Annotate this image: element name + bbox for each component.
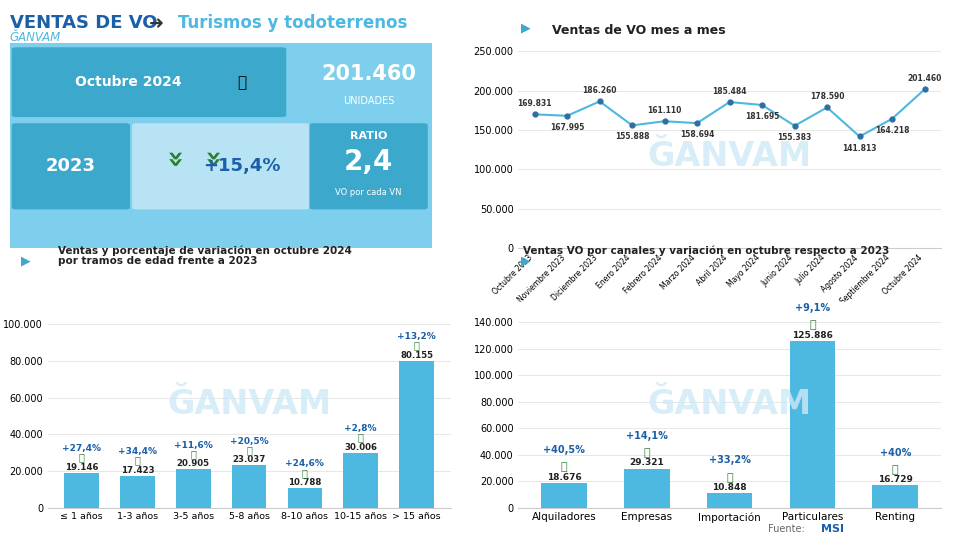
Text: 164.218: 164.218: [875, 126, 909, 135]
Text: ⏫: ⏫: [643, 448, 650, 458]
Text: 167.995: 167.995: [550, 123, 585, 132]
Text: +20,5%: +20,5%: [229, 437, 269, 446]
Text: 80.155: 80.155: [400, 351, 433, 360]
Bar: [120, 476, 155, 508]
Text: +11,6%: +11,6%: [174, 441, 212, 450]
Text: ⏫: ⏫: [358, 433, 364, 443]
Text: ⏫: ⏫: [809, 320, 816, 330]
FancyBboxPatch shape: [309, 123, 428, 210]
Text: 🚙: 🚙: [237, 75, 247, 90]
Text: ⏫: ⏫: [302, 468, 308, 478]
Text: ➜: ➜: [149, 15, 164, 33]
Text: Ventas y porcentaje de variación en octubre 2024: Ventas y porcentaje de variación en octu…: [58, 246, 351, 256]
Text: ĞANVAM: ĞANVAM: [168, 388, 331, 422]
Text: 10.788: 10.788: [288, 478, 322, 487]
Text: MSI: MSI: [821, 523, 844, 534]
Bar: [344, 453, 378, 508]
Text: ▶: ▶: [21, 255, 31, 268]
Text: +9,1%: +9,1%: [795, 303, 830, 313]
Text: VENTAS DE VO: VENTAS DE VO: [10, 14, 157, 31]
Text: 158.694: 158.694: [680, 130, 714, 139]
Text: 201.460: 201.460: [322, 64, 416, 84]
Text: +15,4%: +15,4%: [204, 157, 280, 176]
Bar: [176, 469, 210, 508]
Text: ▶: ▶: [521, 22, 531, 35]
Text: +40,5%: +40,5%: [543, 445, 585, 455]
Text: 16.729: 16.729: [877, 475, 913, 484]
Text: ▶: ▶: [521, 255, 531, 268]
Text: +2,8%: +2,8%: [345, 424, 377, 433]
Text: ⏫: ⏫: [246, 446, 252, 455]
Text: 155.888: 155.888: [614, 132, 649, 141]
Text: 2,4: 2,4: [344, 148, 394, 176]
Text: «: «: [160, 147, 188, 165]
FancyBboxPatch shape: [3, 40, 439, 252]
Text: 169.831: 169.831: [517, 99, 552, 109]
Text: +24,6%: +24,6%: [285, 459, 324, 468]
Text: +27,4%: +27,4%: [62, 444, 101, 453]
Bar: [873, 485, 918, 508]
Text: 17.423: 17.423: [121, 466, 155, 475]
Text: ⏫: ⏫: [561, 462, 567, 472]
Text: 125.886: 125.886: [792, 330, 833, 340]
Text: +40%: +40%: [879, 448, 911, 458]
Bar: [624, 469, 669, 508]
Text: 30.006: 30.006: [345, 443, 377, 451]
Text: RATIO: RATIO: [350, 131, 387, 140]
Text: Octubre 2024: Octubre 2024: [75, 75, 181, 89]
Text: Fuente:: Fuente:: [768, 523, 804, 534]
Bar: [288, 488, 323, 508]
Text: 20.905: 20.905: [177, 460, 209, 468]
Text: 161.110: 161.110: [647, 106, 682, 115]
Text: 18.676: 18.676: [546, 472, 582, 482]
Text: 186.260: 186.260: [583, 86, 617, 95]
Bar: [707, 493, 753, 508]
Text: 181.695: 181.695: [745, 112, 780, 121]
FancyBboxPatch shape: [132, 123, 309, 210]
Text: ⏫: ⏫: [414, 341, 420, 350]
Text: 178.590: 178.590: [810, 92, 845, 101]
Text: ĞANVAM: ĞANVAM: [10, 31, 60, 44]
Text: +14,1%: +14,1%: [626, 431, 668, 441]
Bar: [399, 361, 434, 508]
Text: 155.383: 155.383: [778, 133, 812, 142]
Text: ĞANVAM: ĞANVAM: [648, 139, 811, 173]
Text: Ventas VO por canales y variación en octubre respecto a 2023: Ventas VO por canales y variación en oct…: [523, 246, 890, 256]
Text: Turismos y todoterrenos: Turismos y todoterrenos: [178, 14, 407, 31]
Text: por tramos de edad frente a 2023: por tramos de edad frente a 2023: [58, 255, 257, 266]
Text: ⏫: ⏫: [727, 472, 732, 483]
Text: Ventas de VO mes a mes: Ventas de VO mes a mes: [552, 24, 726, 37]
Text: 23.037: 23.037: [232, 455, 266, 464]
Text: VO por cada VN: VO por cada VN: [335, 188, 402, 198]
Text: «: «: [199, 147, 227, 165]
FancyBboxPatch shape: [12, 48, 286, 117]
Text: ⏫: ⏫: [190, 449, 196, 459]
Text: ⏫: ⏫: [892, 465, 899, 475]
Text: 141.813: 141.813: [842, 144, 876, 153]
Text: 2023: 2023: [46, 157, 96, 176]
Text: 185.484: 185.484: [712, 87, 747, 96]
Bar: [541, 483, 587, 508]
Text: +33,2%: +33,2%: [708, 455, 751, 465]
Bar: [790, 341, 835, 508]
Text: 10.848: 10.848: [712, 483, 747, 492]
Text: 19.146: 19.146: [64, 463, 98, 471]
Text: ⏫: ⏫: [79, 453, 84, 462]
Bar: [231, 465, 266, 508]
Text: 29.321: 29.321: [630, 458, 664, 468]
Text: ĞANVAM: ĞANVAM: [648, 388, 811, 422]
Text: 201.460: 201.460: [907, 74, 942, 83]
Text: ⏫: ⏫: [134, 456, 140, 465]
Text: UNIDADES: UNIDADES: [343, 96, 395, 106]
Text: +13,2%: +13,2%: [397, 332, 436, 341]
FancyBboxPatch shape: [12, 123, 130, 210]
Bar: [64, 472, 99, 508]
Text: +34,4%: +34,4%: [118, 447, 156, 456]
